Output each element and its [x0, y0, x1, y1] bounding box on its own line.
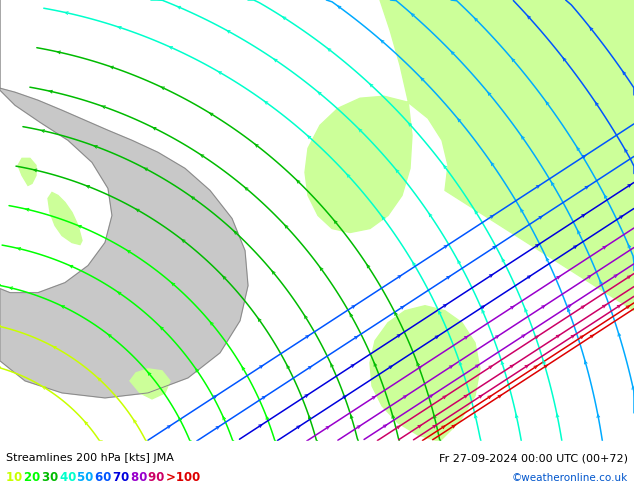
- Polygon shape: [370, 306, 480, 441]
- Text: 10: 10: [6, 471, 27, 484]
- Text: 20: 20: [24, 471, 44, 484]
- Polygon shape: [18, 158, 36, 185]
- Text: >100: >100: [166, 471, 205, 484]
- Polygon shape: [0, 0, 248, 398]
- Text: 30: 30: [42, 471, 62, 484]
- Polygon shape: [48, 193, 82, 245]
- Text: Fr 27-09-2024 00:00 UTC (00+72): Fr 27-09-2024 00:00 UTC (00+72): [439, 453, 628, 463]
- Text: ©weatheronline.co.uk: ©weatheronline.co.uk: [512, 473, 628, 483]
- Text: 70: 70: [113, 471, 133, 484]
- Text: 40: 40: [60, 471, 80, 484]
- Polygon shape: [305, 0, 634, 311]
- Text: 80: 80: [131, 471, 151, 484]
- Polygon shape: [130, 369, 170, 399]
- Text: 50: 50: [77, 471, 98, 484]
- Text: 60: 60: [95, 471, 115, 484]
- Bar: [0, 441, 634, 490]
- Text: Streamlines 200 hPa [kts] JMA: Streamlines 200 hPa [kts] JMA: [6, 453, 174, 463]
- Text: 90: 90: [148, 471, 169, 484]
